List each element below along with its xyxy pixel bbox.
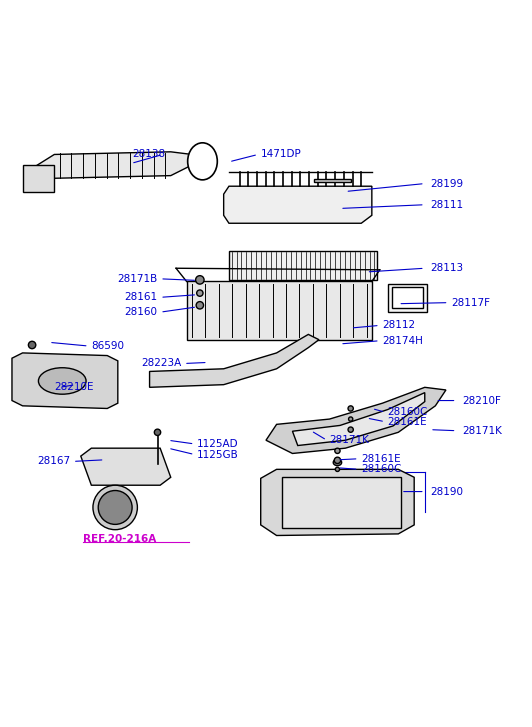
Text: 28167: 28167	[37, 457, 70, 467]
Polygon shape	[293, 393, 425, 446]
Text: 28171K: 28171K	[462, 426, 502, 435]
Polygon shape	[266, 387, 446, 454]
Polygon shape	[187, 281, 372, 340]
Text: 28223A: 28223A	[141, 358, 181, 369]
Text: 28174H: 28174H	[383, 336, 423, 346]
Polygon shape	[81, 448, 171, 485]
Ellipse shape	[188, 142, 217, 180]
Polygon shape	[223, 186, 372, 223]
Text: 28160: 28160	[124, 308, 157, 317]
Ellipse shape	[335, 448, 340, 454]
Text: 28210F: 28210F	[462, 395, 501, 406]
Ellipse shape	[38, 368, 86, 394]
Text: 28199: 28199	[430, 179, 463, 188]
FancyBboxPatch shape	[229, 251, 377, 280]
Ellipse shape	[334, 457, 340, 464]
Text: 1125AD: 1125AD	[197, 439, 239, 449]
FancyBboxPatch shape	[388, 284, 427, 312]
Text: 28161E: 28161E	[361, 454, 401, 464]
Text: 28161E: 28161E	[388, 417, 427, 427]
Ellipse shape	[191, 147, 214, 176]
Ellipse shape	[154, 429, 161, 435]
Text: 28190: 28190	[430, 486, 463, 497]
Text: 86590: 86590	[92, 341, 124, 351]
Ellipse shape	[28, 341, 36, 349]
Text: 28160C: 28160C	[388, 407, 428, 417]
Text: 28161: 28161	[124, 292, 157, 302]
Text: 28111: 28111	[430, 200, 463, 209]
Ellipse shape	[348, 406, 353, 411]
Polygon shape	[149, 334, 319, 387]
Polygon shape	[12, 353, 118, 409]
Ellipse shape	[196, 276, 204, 284]
Ellipse shape	[348, 417, 353, 421]
Ellipse shape	[333, 459, 342, 465]
FancyBboxPatch shape	[282, 478, 401, 528]
Polygon shape	[22, 165, 54, 191]
Ellipse shape	[348, 427, 353, 433]
Ellipse shape	[335, 467, 339, 472]
Ellipse shape	[98, 491, 132, 524]
Polygon shape	[314, 180, 351, 182]
Polygon shape	[261, 470, 414, 536]
Text: 28160C: 28160C	[361, 465, 402, 474]
Text: 28171K: 28171K	[329, 435, 369, 445]
Text: 28112: 28112	[383, 321, 415, 330]
Ellipse shape	[197, 290, 203, 297]
Polygon shape	[33, 152, 192, 189]
FancyBboxPatch shape	[392, 287, 422, 308]
Text: 28117F: 28117F	[451, 297, 490, 308]
Text: 1471DP: 1471DP	[261, 150, 302, 159]
Text: 28138: 28138	[132, 150, 165, 159]
Text: 1125GB: 1125GB	[197, 449, 239, 459]
Text: 28171B: 28171B	[117, 274, 157, 284]
Ellipse shape	[196, 302, 204, 309]
Text: 28210E: 28210E	[54, 382, 94, 393]
Text: 28113: 28113	[430, 263, 463, 273]
Ellipse shape	[93, 485, 137, 530]
Text: REF.20-216A: REF.20-216A	[84, 534, 156, 545]
